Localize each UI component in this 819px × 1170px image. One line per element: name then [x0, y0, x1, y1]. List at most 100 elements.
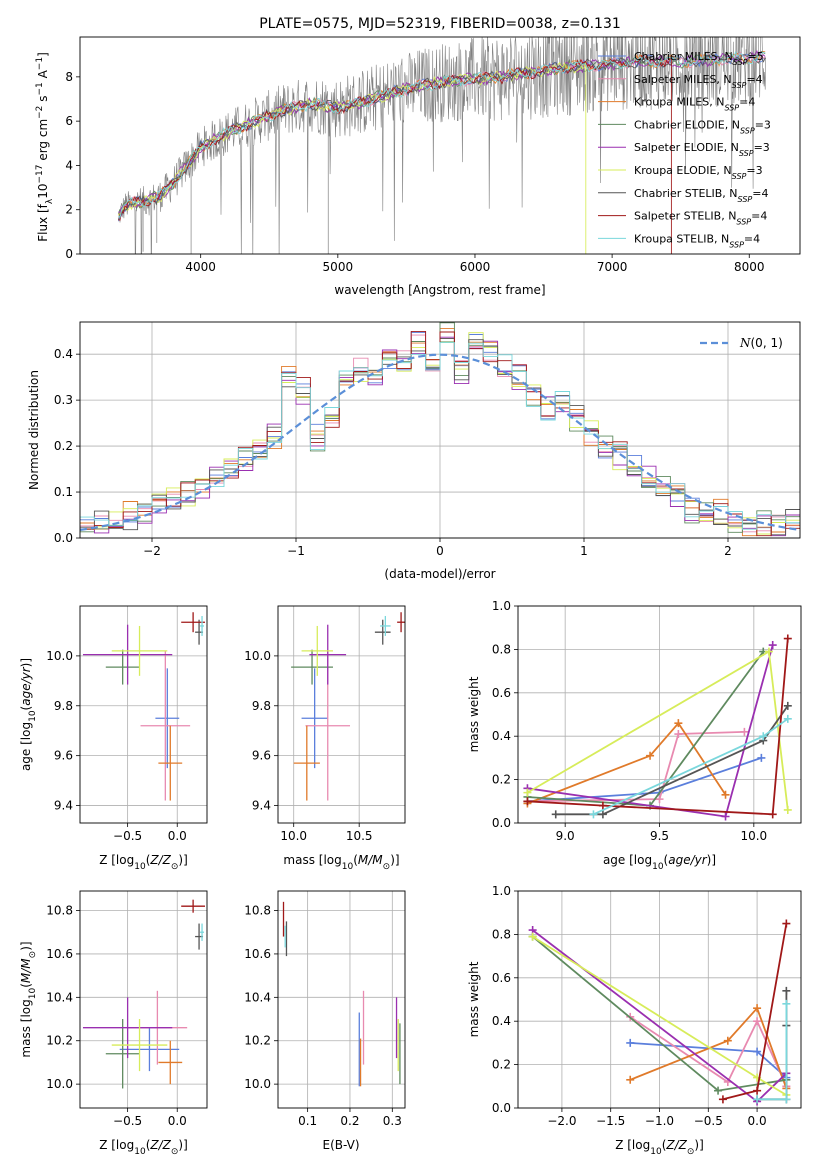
weight-marker [528, 932, 537, 941]
y-tick-label: 10.2 [46, 1034, 73, 1048]
weight-marker [764, 647, 773, 656]
axes-frame [517, 890, 802, 1109]
weight-marker [782, 986, 791, 995]
plot-area [82, 899, 206, 1089]
weight-marker [718, 1095, 727, 1104]
weight-marker [783, 714, 792, 723]
weight-marker [589, 810, 598, 819]
y-tick-label: 0.2 [54, 439, 73, 453]
model-spectrum-line [118, 49, 766, 213]
weight-series-line [629, 1006, 788, 1089]
plot-area [80, 322, 800, 537]
axes-frame [79, 890, 208, 1109]
y-tick-label: 0.0 [492, 816, 511, 830]
y-tick-label: 1.0 [492, 599, 511, 613]
weight-marker [598, 810, 607, 819]
y-tick-label: 1.0 [492, 884, 511, 898]
weight-marker [768, 641, 777, 650]
axes-z-mass: −0.5 0.0 10.0 10.2 10.4 10.6 10.8 Z [log10(Z/Z⊙… [19, 890, 208, 1157]
x-axis-label: age [log10(age/yr)] [603, 853, 716, 872]
data-point [105, 649, 140, 685]
y-tick-label: 9.8 [54, 699, 73, 713]
x-tick-label: 0.0 [168, 1114, 187, 1128]
data-point [119, 1027, 180, 1072]
weight-marker [753, 1086, 762, 1095]
weight-marker [655, 795, 664, 804]
data-point [82, 624, 173, 685]
axes-frame [79, 36, 801, 255]
data-point [158, 1040, 183, 1085]
axes-mass-age: 10.0 10.5 9.4 9.6 9.8 10.0 mass [log10(M/M⊙)] [244, 605, 406, 872]
weight-marker [674, 730, 683, 739]
y-tick-label: 0.4 [492, 1014, 511, 1028]
weight-marker [783, 701, 792, 710]
y-tick-label: 0.8 [492, 927, 511, 941]
legend-label: N(0, 1) [739, 336, 783, 350]
y-tick-label: 8 [65, 70, 73, 84]
x-tick-label: −1 [287, 544, 305, 558]
data-point [309, 624, 347, 685]
y-tick-label: 9.8 [252, 699, 271, 713]
x-axis-label: Z [log10(Z/Z⊙)] [99, 853, 188, 872]
y-tick-label: 0 [65, 247, 73, 261]
y-tick-label: 9.6 [252, 749, 271, 763]
weight-marker [782, 999, 791, 1008]
y-tick-label: 0.3 [54, 393, 73, 407]
model-spectrum-line [118, 50, 766, 219]
y-tick-label: 10.2 [244, 1034, 271, 1048]
x-tick-label: 0.2 [340, 1114, 359, 1128]
data-point [158, 725, 183, 801]
data-point [291, 649, 333, 685]
x-tick-label: 4000 [185, 260, 216, 274]
y-tick-label: 10.4 [244, 990, 271, 1004]
x-tick-label: 7000 [597, 260, 628, 274]
model-spectrum-line [118, 61, 587, 254]
x-tick-label: −0.5 [113, 1114, 142, 1128]
y-tick-label: 0.4 [492, 729, 511, 743]
x-tick-label: 9.5 [650, 829, 669, 843]
legend-label: Salpeter MILES, NSSP=4 [634, 73, 763, 90]
x-tick-label: 10.5 [346, 829, 373, 843]
x-tick-label: 0 [436, 544, 444, 558]
weight-series-line [555, 705, 789, 816]
y-tick-label: 6 [65, 114, 73, 128]
data-point [374, 619, 391, 645]
residual-histogram-line [80, 342, 800, 530]
y-tick-label: 0.2 [492, 773, 511, 787]
y-tick-label: 0.6 [492, 686, 511, 700]
legend-label: Kroupa ELODIE, NSSP=3 [634, 164, 763, 181]
legend-label: Chabrier MILES, NSSP=5 [634, 50, 764, 67]
x-axis-label: Z [log10(Z/Z⊙)] [615, 1138, 704, 1157]
x-axis-label: Z [log10(Z/Z⊙)] [99, 1138, 188, 1157]
x-tick-label: −0.5 [113, 829, 142, 843]
axes-frame [79, 321, 801, 539]
weight-marker [753, 1004, 762, 1013]
y-tick-label: 10.6 [244, 947, 271, 961]
y-axis-label: mass weight [467, 961, 481, 1037]
weight-marker [753, 1017, 762, 1026]
weight-marker [646, 751, 655, 760]
x-tick-label: 2 [724, 544, 732, 558]
x-tick-label: 10.0 [740, 829, 767, 843]
y-axis-label: age [log10(age/yr)] [19, 658, 38, 771]
plot-area [528, 919, 791, 1106]
legend-label: Kroupa MILES, NSSP=4 [634, 96, 755, 113]
x-tick-label: −1.5 [596, 1114, 625, 1128]
legend-label: Salpeter ELODIE, NSSP=3 [634, 141, 770, 158]
x-tick-label: 0.1 [298, 1114, 317, 1128]
data-point [200, 923, 205, 941]
y-tick-label: 0.1 [54, 485, 73, 499]
y-axis-label: Flux [fλ10−17 erg cm−2 s−1 A−1] [35, 52, 55, 242]
axes-spectrum: 4000 5000 6000 7000 8000 0 2 4 6 8 Chabrier MILES,… [35, 16, 801, 297]
x-tick-label: 9.0 [556, 829, 575, 843]
y-tick-label: 10.0 [244, 1077, 271, 1091]
data-point [301, 625, 333, 676]
x-axis-label: wavelength [Angstrom, rest frame] [334, 283, 545, 297]
axes-residuals: −2 −1 0 1 2 0.0 0.1 0.2 0.3 0.4 N(0, 1) (data-model… [27, 321, 801, 581]
y-tick-label: 10.0 [244, 649, 271, 663]
axes-ebv-mass: 0.1 0.2 0.3 10.0 10.2 10.4 10.6 10.8 E(B-V) [244, 890, 406, 1152]
data-point [380, 615, 391, 636]
x-tick-label: 5000 [323, 260, 354, 274]
data-point [397, 612, 405, 633]
data-point [293, 725, 320, 801]
